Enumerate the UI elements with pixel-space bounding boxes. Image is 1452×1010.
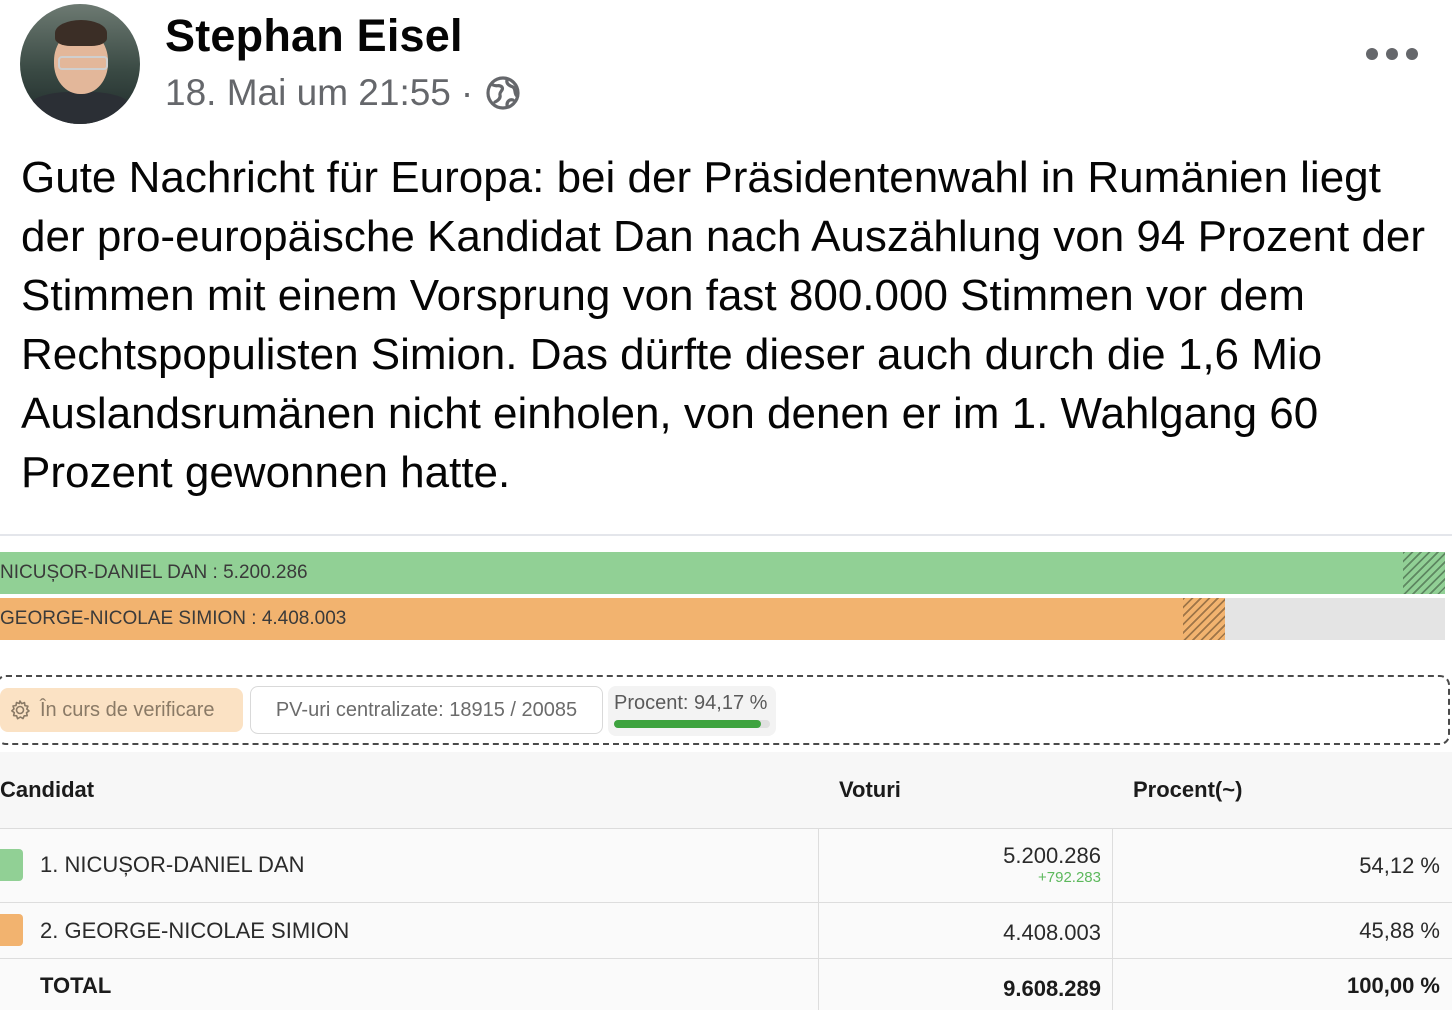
post-meta: 18. Mai um 21:55 · xyxy=(165,72,521,114)
meta-separator: · xyxy=(460,72,474,113)
avatar-hair xyxy=(55,20,107,46)
bar-hatch xyxy=(1403,552,1445,594)
result-bar-fill xyxy=(0,552,1445,594)
more-dot xyxy=(1366,48,1378,60)
candidate-name: 1. NICUȘOR-DANIEL DAN xyxy=(40,852,305,877)
candidate-percent: 54,12 % xyxy=(1359,853,1440,878)
avatar-glasses xyxy=(58,56,108,70)
table-row: 1. NICUȘOR-DANIEL DAN 5.200.286 +792.283… xyxy=(0,829,1452,903)
avatar-shirt xyxy=(28,92,132,124)
author-name[interactable]: Stephan Eisel xyxy=(165,10,463,61)
candidate-name: 2. GEORGE-NICOLAE SIMION xyxy=(40,918,350,943)
more-dot xyxy=(1386,48,1398,60)
candidate-color-swatch xyxy=(0,849,23,881)
candidate-votes: 5.200.286 xyxy=(1003,843,1101,868)
total-votes: 9.608.289 xyxy=(1003,976,1101,1001)
result-bar-label: NICUȘOR-DANIEL DAN : 5.200.286 xyxy=(0,562,308,583)
author-avatar[interactable] xyxy=(20,4,140,124)
result-bar-label: GEORGE-NICOLAE SIMION : 4.408.003 xyxy=(0,608,347,629)
status-box xyxy=(0,675,1450,745)
table-row: 2. GEORGE-NICOLAE SIMION 4.408.003 45,88… xyxy=(0,903,1452,959)
table-total-row: TOTAL 9.608.289 100,00 % xyxy=(0,959,1452,1010)
post-text: Gute Nachricht für Europa: bei der Präsi… xyxy=(21,153,1426,497)
more-horizontal-icon[interactable] xyxy=(1366,48,1426,68)
total-label: TOTAL xyxy=(40,973,112,998)
procent-progress-fill xyxy=(614,720,761,728)
post-timestamp[interactable]: 18. Mai um 21:55 xyxy=(165,72,451,113)
pv-count-badge: PV-uri centralizate: 18915 / 20085 xyxy=(250,686,603,734)
procent-progress-track xyxy=(614,720,770,728)
result-bar-dan: NICUȘOR-DANIEL DAN : 5.200.286 xyxy=(0,552,1445,594)
verification-status-label: În curs de verificare xyxy=(40,698,215,721)
results-table-header: Candidat Voturi Procent(~) xyxy=(0,752,1452,829)
result-bar-simion: GEORGE-NICOLAE SIMION : 4.408.003 xyxy=(0,598,1445,640)
candidate-color-swatch xyxy=(0,914,23,946)
gear-icon xyxy=(11,700,30,720)
header-candidate[interactable]: Candidat xyxy=(0,777,95,802)
candidate-percent: 45,88 % xyxy=(1359,918,1440,943)
verification-status-badge: În curs de verificare xyxy=(0,688,243,732)
bar-hatch xyxy=(1183,598,1225,640)
result-bar-fill xyxy=(0,598,1225,640)
globe-icon[interactable] xyxy=(485,75,521,111)
more-dot xyxy=(1406,48,1418,60)
header-votes[interactable]: Voturi xyxy=(839,777,901,802)
header-percent[interactable]: Procent(~) xyxy=(1133,777,1243,802)
procent-label: Procent: 94,17 % xyxy=(614,692,768,714)
votes-lead-diff: +792.283 xyxy=(1038,869,1101,886)
pv-count-label: PV-uri centralizate: 18915 / 20085 xyxy=(275,698,578,721)
procent-badge: Procent: 94,17 % xyxy=(608,686,776,736)
column-divider xyxy=(818,828,819,1010)
post-divider xyxy=(0,534,1452,536)
candidate-votes: 4.408.003 xyxy=(1003,920,1101,945)
column-divider xyxy=(1112,828,1113,1010)
total-percent: 100,00 % xyxy=(1347,973,1440,998)
